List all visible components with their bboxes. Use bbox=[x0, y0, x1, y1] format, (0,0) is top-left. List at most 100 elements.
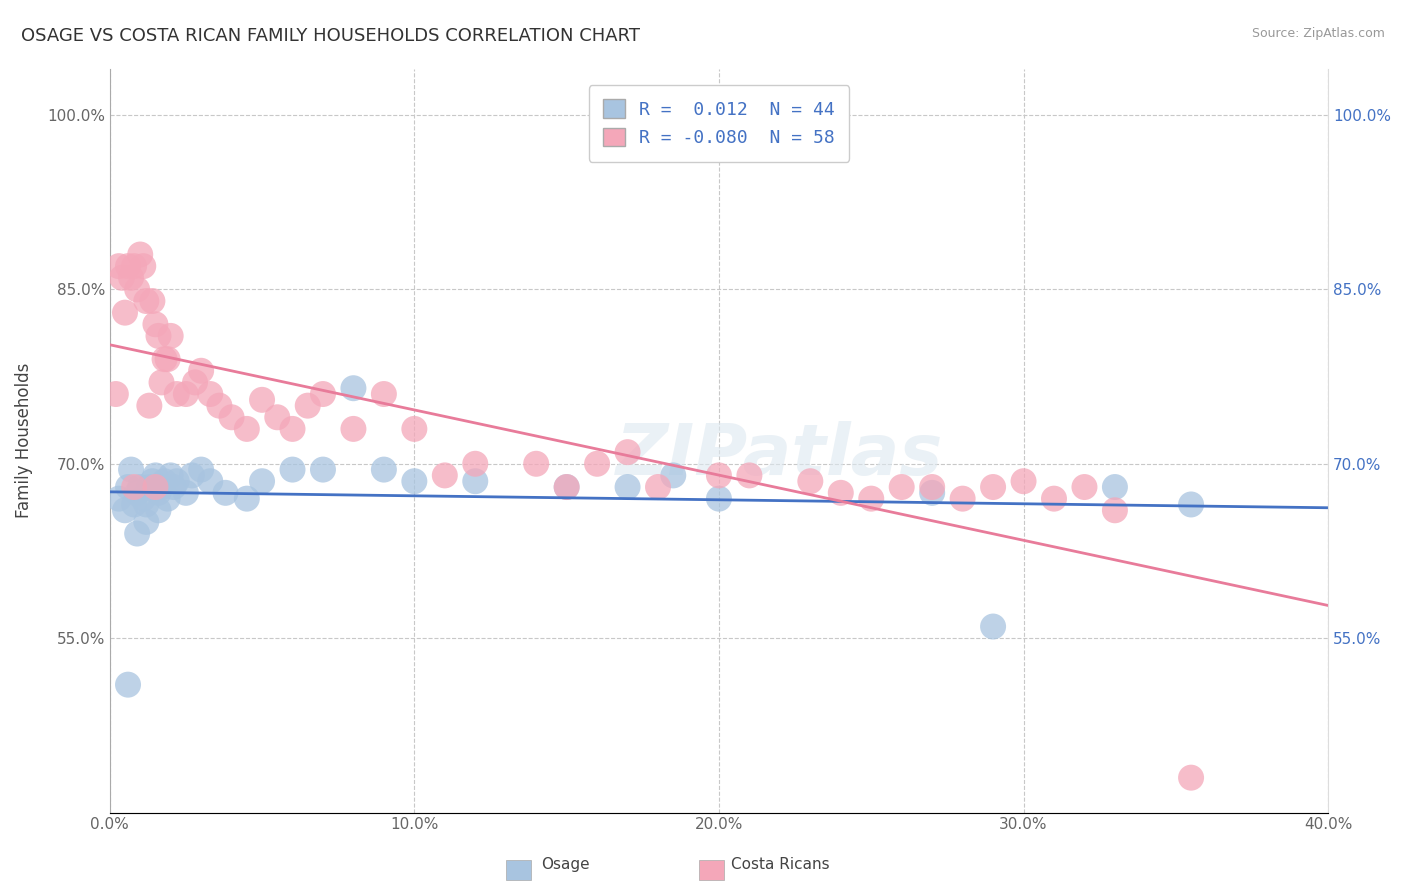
Point bbox=[981, 619, 1004, 633]
Point bbox=[141, 293, 163, 308]
Point bbox=[190, 364, 212, 378]
Point bbox=[122, 498, 145, 512]
Point bbox=[236, 491, 259, 506]
Point bbox=[1012, 474, 1035, 488]
Point bbox=[104, 387, 127, 401]
Point bbox=[117, 678, 139, 692]
Point bbox=[108, 259, 131, 273]
Point bbox=[373, 462, 395, 476]
Point bbox=[208, 399, 231, 413]
Point bbox=[127, 486, 149, 500]
Y-axis label: Family Households: Family Households bbox=[15, 363, 32, 518]
Point bbox=[586, 457, 609, 471]
Point bbox=[799, 474, 821, 488]
Point bbox=[174, 486, 197, 500]
FancyBboxPatch shape bbox=[506, 860, 531, 880]
Point bbox=[135, 498, 157, 512]
Point bbox=[117, 259, 139, 273]
Point bbox=[111, 270, 134, 285]
Point bbox=[174, 387, 197, 401]
Point bbox=[312, 387, 335, 401]
Point bbox=[433, 468, 456, 483]
Point bbox=[127, 526, 149, 541]
Point bbox=[464, 457, 486, 471]
Point bbox=[132, 259, 155, 273]
Point bbox=[707, 491, 730, 506]
Point bbox=[153, 352, 176, 367]
Point bbox=[524, 457, 547, 471]
Point bbox=[200, 474, 222, 488]
Legend: R =  0.012  N = 44, R = -0.080  N = 58: R = 0.012 N = 44, R = -0.080 N = 58 bbox=[589, 85, 849, 161]
Point bbox=[952, 491, 974, 506]
Point bbox=[266, 410, 288, 425]
Point bbox=[250, 392, 273, 407]
Point bbox=[145, 318, 167, 332]
Point bbox=[214, 486, 236, 500]
Point bbox=[250, 474, 273, 488]
Point bbox=[127, 282, 149, 296]
Point bbox=[145, 468, 167, 483]
Text: Source: ZipAtlas.com: Source: ZipAtlas.com bbox=[1251, 27, 1385, 40]
Point bbox=[464, 474, 486, 488]
Point bbox=[281, 422, 304, 436]
Point bbox=[555, 480, 578, 494]
Point bbox=[373, 387, 395, 401]
Point bbox=[122, 259, 145, 273]
Point bbox=[159, 329, 181, 343]
Point bbox=[860, 491, 883, 506]
Point bbox=[1180, 771, 1202, 785]
Point bbox=[662, 468, 685, 483]
Text: ZIPatlas: ZIPatlas bbox=[616, 421, 943, 490]
Point bbox=[738, 468, 761, 483]
Point bbox=[148, 486, 170, 500]
Text: OSAGE VS COSTA RICAN FAMILY HOUSEHOLDS CORRELATION CHART: OSAGE VS COSTA RICAN FAMILY HOUSEHOLDS C… bbox=[21, 27, 640, 45]
Point bbox=[404, 474, 426, 488]
Point bbox=[1043, 491, 1066, 506]
Point bbox=[221, 410, 243, 425]
Point bbox=[297, 399, 319, 413]
Point bbox=[342, 422, 364, 436]
Text: Costa Ricans: Costa Ricans bbox=[731, 857, 830, 872]
Point bbox=[150, 480, 173, 494]
Text: Osage: Osage bbox=[541, 857, 591, 872]
Point bbox=[138, 399, 160, 413]
Point bbox=[141, 474, 163, 488]
Point bbox=[148, 329, 170, 343]
Point bbox=[312, 462, 335, 476]
Point bbox=[129, 480, 152, 494]
Point bbox=[200, 387, 222, 401]
Point bbox=[1180, 498, 1202, 512]
Point bbox=[616, 445, 638, 459]
Point bbox=[150, 376, 173, 390]
Point bbox=[122, 480, 145, 494]
Point bbox=[184, 376, 207, 390]
Point bbox=[120, 270, 142, 285]
Point bbox=[114, 306, 136, 320]
Point bbox=[163, 480, 186, 494]
Point bbox=[1073, 480, 1095, 494]
Point bbox=[135, 515, 157, 529]
Point bbox=[890, 480, 912, 494]
Point bbox=[404, 422, 426, 436]
Point bbox=[148, 503, 170, 517]
Point bbox=[153, 474, 176, 488]
Point bbox=[166, 474, 188, 488]
Point bbox=[159, 468, 181, 483]
Point bbox=[921, 480, 943, 494]
Point bbox=[132, 491, 155, 506]
Point bbox=[181, 468, 204, 483]
Point bbox=[190, 462, 212, 476]
Point bbox=[145, 480, 167, 494]
Point bbox=[120, 462, 142, 476]
Point bbox=[342, 381, 364, 395]
Point bbox=[981, 480, 1004, 494]
Point bbox=[166, 387, 188, 401]
Point bbox=[707, 468, 730, 483]
Point bbox=[921, 486, 943, 500]
FancyBboxPatch shape bbox=[699, 860, 724, 880]
Point bbox=[108, 491, 131, 506]
Point bbox=[129, 247, 152, 261]
Point bbox=[236, 422, 259, 436]
Point bbox=[156, 352, 179, 367]
Point bbox=[555, 480, 578, 494]
